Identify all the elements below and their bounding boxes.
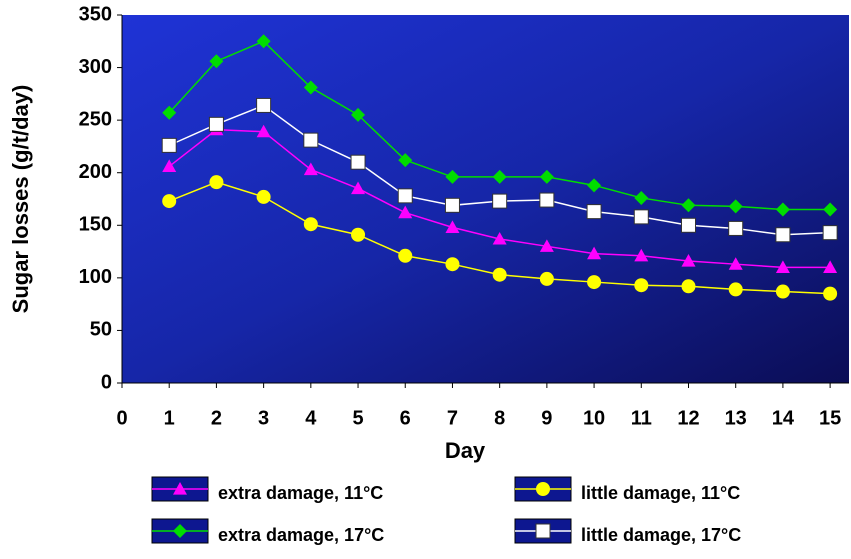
marker <box>397 188 413 204</box>
marker <box>445 169 460 184</box>
marker <box>209 175 224 190</box>
x-tick-label: 2 <box>211 407 222 429</box>
marker <box>256 97 272 113</box>
legend-entry: little damage, 11°C <box>514 476 740 503</box>
marker <box>351 227 366 242</box>
y-tick-label: 250 <box>79 108 112 130</box>
x-tick-label: 5 <box>352 407 363 429</box>
marker <box>303 162 318 176</box>
marker <box>539 271 554 286</box>
marker <box>162 159 177 173</box>
x-tick-label: 14 <box>772 407 795 429</box>
marker <box>634 248 649 262</box>
marker <box>775 260 790 273</box>
marker <box>350 154 366 170</box>
marker <box>162 105 177 120</box>
marker <box>492 267 507 282</box>
y-tick-label: 150 <box>79 214 112 236</box>
marker <box>822 225 838 241</box>
marker <box>535 523 551 539</box>
y-tick-label: 300 <box>79 56 112 78</box>
marker <box>398 153 413 168</box>
marker <box>587 275 602 290</box>
marker <box>444 197 460 213</box>
marker <box>681 254 696 267</box>
plot-area <box>122 15 849 383</box>
x-tick-label: 15 <box>819 407 841 429</box>
marker <box>823 260 838 273</box>
legend-entry: extra damage, 11°C <box>151 476 383 503</box>
marker <box>445 220 460 233</box>
marker <box>303 217 318 232</box>
marker <box>398 205 413 219</box>
y-tick-label: 200 <box>79 161 112 183</box>
x-axis-label: Day <box>445 438 486 463</box>
legend-label: little damage, 11°C <box>581 483 740 503</box>
marker <box>728 257 743 270</box>
marker <box>539 192 555 208</box>
y-tick-label: 350 <box>79 3 112 25</box>
x-tick-label: 7 <box>447 407 458 429</box>
marker <box>303 132 319 148</box>
marker <box>823 202 838 217</box>
legend-entry: extra damage, 17°C <box>151 518 384 545</box>
x-tick-label: 12 <box>677 407 699 429</box>
marker <box>492 169 507 184</box>
marker <box>539 239 554 252</box>
marker <box>681 198 696 213</box>
marker <box>162 194 177 209</box>
x-tick-label: 3 <box>258 407 269 429</box>
marker <box>256 34 271 49</box>
marker <box>303 80 318 95</box>
legend-label: extra damage, 17°C <box>218 525 384 545</box>
marker <box>823 286 838 301</box>
marker <box>681 279 696 294</box>
marker <box>445 257 460 272</box>
marker <box>173 524 187 538</box>
marker <box>161 137 177 153</box>
legend-entry: little damage, 17°C <box>514 518 741 545</box>
marker <box>173 482 187 495</box>
x-tick-label: 1 <box>164 407 175 429</box>
marker <box>634 278 649 293</box>
marker <box>351 107 366 122</box>
y-tick-label: 50 <box>90 319 112 341</box>
marker <box>775 202 790 217</box>
marker <box>587 178 602 193</box>
marker <box>208 116 224 132</box>
marker <box>398 248 413 263</box>
x-tick-label: 8 <box>494 407 505 429</box>
marker <box>728 282 743 297</box>
marker <box>256 124 271 138</box>
x-tick-label: 13 <box>725 407 747 429</box>
marker <box>634 190 649 205</box>
y-tick-label: 100 <box>79 266 112 288</box>
marker <box>728 199 743 214</box>
x-tick-label: 0 <box>116 407 127 429</box>
marker <box>728 220 744 236</box>
legend-label: extra damage, 11°C <box>218 483 383 503</box>
marker <box>775 284 790 299</box>
x-tick-label: 11 <box>631 407 652 429</box>
marker <box>586 204 602 220</box>
marker <box>492 193 508 209</box>
marker <box>587 246 602 260</box>
marker <box>775 227 791 243</box>
x-tick-label: 6 <box>400 407 411 429</box>
x-tick-label: 4 <box>305 407 317 429</box>
x-tick-label: 9 <box>541 407 552 429</box>
marker <box>633 209 649 225</box>
legend-label: little damage, 17°C <box>581 525 741 545</box>
marker <box>680 217 696 233</box>
y-tick-label: 0 <box>101 371 112 393</box>
x-tick-label: 10 <box>583 407 605 429</box>
marker <box>351 181 366 195</box>
marker <box>492 231 507 245</box>
marker <box>536 482 550 496</box>
marker <box>539 169 554 184</box>
marker <box>209 54 224 69</box>
marker <box>256 189 271 204</box>
y-axis-label: Sugar losses (g/t/day) <box>8 85 33 314</box>
